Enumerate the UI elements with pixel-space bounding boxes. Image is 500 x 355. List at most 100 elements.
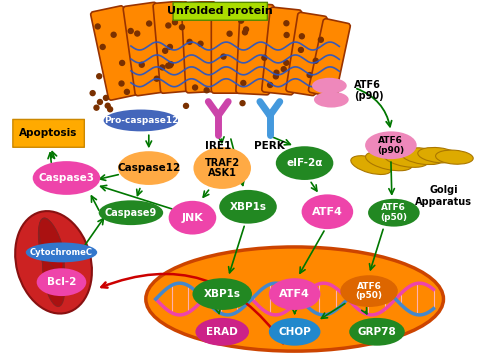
Circle shape (105, 103, 110, 108)
Ellipse shape (194, 147, 251, 189)
Ellipse shape (219, 190, 277, 224)
Text: Unfolded protein: Unfolded protein (168, 6, 273, 16)
Circle shape (298, 48, 304, 53)
Circle shape (241, 81, 246, 86)
Circle shape (168, 62, 173, 67)
Ellipse shape (366, 152, 412, 171)
Circle shape (172, 20, 178, 25)
Circle shape (90, 91, 95, 95)
Ellipse shape (269, 278, 320, 310)
Circle shape (204, 88, 209, 93)
Circle shape (242, 30, 248, 35)
Text: Caspase3: Caspase3 (38, 173, 94, 183)
Ellipse shape (146, 247, 444, 351)
Text: ATF6
(p90): ATF6 (p90) (378, 136, 404, 155)
Ellipse shape (312, 78, 346, 94)
Text: CytochromeC: CytochromeC (30, 248, 93, 257)
Ellipse shape (192, 278, 252, 310)
Ellipse shape (384, 149, 428, 167)
Ellipse shape (349, 318, 405, 346)
Circle shape (313, 58, 318, 63)
Circle shape (284, 60, 289, 65)
FancyBboxPatch shape (286, 12, 327, 95)
Circle shape (300, 34, 304, 39)
Text: ATF4: ATF4 (312, 207, 343, 217)
Text: ERAD: ERAD (206, 327, 238, 337)
Text: XBP1s: XBP1s (230, 202, 266, 212)
Circle shape (95, 24, 100, 29)
Ellipse shape (276, 146, 334, 180)
Ellipse shape (436, 150, 473, 164)
Text: Golgi
Apparatus: Golgi Apparatus (415, 185, 472, 207)
Ellipse shape (32, 161, 100, 195)
Circle shape (184, 103, 188, 108)
Circle shape (282, 67, 286, 72)
Text: JNK: JNK (182, 213, 204, 223)
Circle shape (128, 28, 133, 33)
Circle shape (135, 31, 140, 36)
Text: Apoptosis: Apoptosis (20, 129, 78, 138)
Circle shape (96, 74, 102, 79)
Ellipse shape (269, 318, 320, 346)
Text: ATF6
(p50): ATF6 (p50) (356, 282, 382, 300)
Ellipse shape (302, 195, 353, 229)
Ellipse shape (26, 242, 97, 262)
Text: XBP1s: XBP1s (204, 289, 240, 299)
Circle shape (244, 27, 248, 32)
Circle shape (307, 72, 312, 77)
Ellipse shape (98, 200, 163, 225)
Text: ATF6
(p90): ATF6 (p90) (354, 80, 384, 102)
Ellipse shape (340, 275, 398, 307)
Circle shape (262, 55, 267, 60)
Circle shape (284, 33, 289, 38)
Circle shape (198, 41, 203, 46)
Text: Bcl-2: Bcl-2 (47, 277, 76, 287)
Circle shape (168, 63, 172, 68)
FancyBboxPatch shape (182, 1, 220, 93)
Circle shape (187, 39, 192, 44)
Circle shape (238, 18, 244, 23)
Circle shape (100, 44, 105, 49)
Circle shape (274, 74, 278, 79)
Circle shape (146, 21, 152, 26)
Ellipse shape (36, 268, 86, 296)
Circle shape (160, 65, 165, 70)
Ellipse shape (314, 92, 348, 108)
Circle shape (274, 70, 279, 75)
Circle shape (124, 89, 130, 94)
FancyBboxPatch shape (13, 119, 85, 147)
Ellipse shape (351, 156, 392, 174)
Circle shape (334, 87, 339, 92)
Ellipse shape (104, 110, 178, 131)
Ellipse shape (39, 218, 64, 271)
Circle shape (119, 81, 124, 86)
FancyBboxPatch shape (173, 2, 268, 20)
Ellipse shape (196, 318, 249, 346)
Ellipse shape (365, 131, 416, 159)
Circle shape (162, 48, 168, 53)
Ellipse shape (42, 248, 64, 307)
Text: GRP78: GRP78 (358, 327, 397, 337)
Text: Caspase12: Caspase12 (117, 163, 180, 173)
Text: CHOP: CHOP (278, 327, 311, 337)
Text: eIF-2α: eIF-2α (286, 158, 323, 168)
Circle shape (108, 107, 112, 112)
Ellipse shape (38, 218, 64, 291)
Circle shape (140, 62, 144, 67)
Circle shape (104, 95, 108, 100)
FancyBboxPatch shape (212, 3, 245, 93)
Ellipse shape (118, 151, 180, 185)
Ellipse shape (418, 147, 459, 163)
Ellipse shape (168, 201, 216, 235)
Circle shape (111, 32, 116, 37)
Circle shape (284, 21, 289, 26)
Circle shape (240, 101, 245, 106)
Circle shape (154, 76, 159, 81)
Ellipse shape (15, 211, 92, 313)
Circle shape (227, 31, 232, 36)
Circle shape (120, 60, 124, 65)
Text: IRE1: IRE1 (205, 141, 232, 151)
Circle shape (318, 37, 324, 42)
Circle shape (333, 90, 338, 95)
FancyBboxPatch shape (236, 3, 274, 95)
